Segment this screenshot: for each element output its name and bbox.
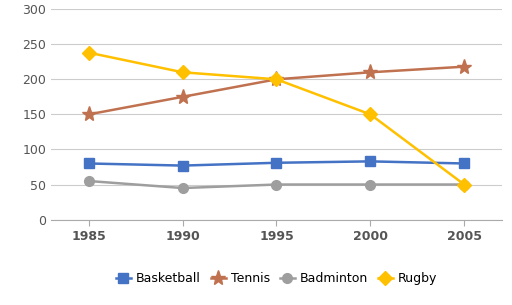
Line: Rugby: Rugby <box>84 48 469 189</box>
Badminton <box>367 183 373 186</box>
Line: Tennis: Tennis <box>81 59 472 122</box>
Legend: Basketball, Tennis, Badminton, Rugby: Basketball, Tennis, Badminton, Rugby <box>116 272 437 285</box>
Badminton <box>273 183 280 186</box>
Rugby <box>461 183 467 186</box>
Basketball <box>180 164 186 167</box>
Tennis <box>273 77 280 81</box>
Rugby <box>180 70 186 74</box>
Basketball <box>273 161 280 165</box>
Line: Badminton: Badminton <box>84 176 469 193</box>
Rugby <box>273 77 280 81</box>
Line: Basketball: Basketball <box>84 156 469 170</box>
Tennis <box>180 95 186 99</box>
Badminton <box>180 186 186 190</box>
Basketball <box>86 162 92 165</box>
Rugby <box>367 113 373 116</box>
Tennis <box>86 113 92 116</box>
Basketball <box>461 162 467 165</box>
Tennis <box>461 65 467 69</box>
Badminton <box>86 179 92 183</box>
Tennis <box>367 70 373 74</box>
Basketball <box>367 160 373 163</box>
Badminton <box>461 183 467 186</box>
Rugby <box>86 51 92 55</box>
